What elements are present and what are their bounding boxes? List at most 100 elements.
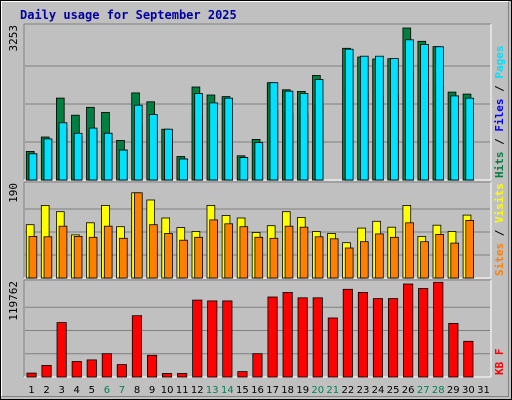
x-tick-label-day-9: 9 [149, 385, 155, 396]
x-tick-label-day-24: 24 [372, 385, 385, 396]
chart-title: Daily usage for September 2025 [20, 8, 237, 22]
x-tick-label-day-30: 30 [462, 385, 475, 396]
bar-kb-f-day-29 [448, 322, 459, 378]
bar-pages-day-10 [164, 128, 173, 181]
bar-sites-day-26 [405, 222, 414, 279]
bar-sites-day-11 [179, 239, 188, 279]
bar-sites-day-1 [28, 235, 38, 279]
x-tick-label-day-16: 16 [251, 385, 264, 396]
x-tick-label-day-17: 17 [266, 385, 279, 396]
bar-pages-day-4 [73, 132, 83, 181]
bar-pages-day-20 [314, 79, 324, 181]
x-tick-label-day-11: 11 [176, 385, 189, 396]
legend-bottom: KB F [493, 349, 506, 376]
bar-kb-f-day-12 [192, 299, 203, 378]
legend-item-visits: Visits [493, 183, 506, 223]
bar-sites-day-16 [254, 236, 264, 279]
bar-kb-f-day-24 [372, 298, 383, 378]
x-tick-label-day-26: 26 [402, 385, 415, 396]
bar-sites-day-17 [269, 237, 279, 279]
bar-kb-f-day-13 [207, 300, 218, 378]
x-tick-label-day-3: 3 [59, 385, 65, 396]
bar-sites-day-9 [149, 224, 158, 279]
bar-pages-day-5 [88, 127, 98, 181]
x-tick-label-day-29: 29 [447, 385, 460, 396]
bar-kb-f-day-1 [26, 372, 37, 378]
bar-kb-f-day-26 [403, 283, 414, 378]
y-axis-max-label: 3253 [7, 25, 20, 52]
x-tick-label-day-15: 15 [236, 385, 249, 396]
bar-kb-f-day-18 [282, 291, 293, 378]
bar-sites-day-5 [88, 236, 98, 279]
bar-kb-f-day-17 [267, 296, 278, 378]
x-tick-label-day-23: 23 [357, 385, 370, 396]
x-tick-label-day-18: 18 [281, 385, 294, 396]
bar-kb-f-day-5 [86, 359, 97, 378]
x-tick-label-day-5: 5 [89, 385, 95, 396]
bar-sites-day-27 [420, 241, 429, 279]
x-tick-label-day-25: 25 [387, 385, 400, 396]
legend-separator: / [493, 223, 506, 243]
y-axis-max-label: 119762 [7, 281, 20, 321]
legend-item-kb-f: KB F [493, 349, 506, 376]
bar-sites-day-7 [119, 237, 128, 279]
bar-sites-day-8 [133, 192, 143, 279]
bar-kb-f-day-9 [146, 354, 158, 378]
legend-separator: / [493, 132, 506, 152]
bar-pages-day-28 [435, 46, 444, 181]
bar-pages-day-11 [179, 158, 188, 181]
x-tick-label-day-31: 31 [477, 385, 490, 396]
legend-item-pages: Pages [493, 46, 506, 79]
bar-sites-day-21 [329, 238, 339, 279]
bar-kb-f-day-2 [41, 364, 52, 378]
bar-pages-day-25 [390, 58, 399, 181]
bar-sites-day-24 [375, 233, 384, 279]
bar-kb-f-day-28 [433, 281, 444, 378]
bar-sites-day-14 [224, 223, 234, 279]
bar-kb-f-day-15 [237, 371, 248, 378]
bar-kb-f-day-3 [56, 322, 67, 378]
x-tick-label-day-27: 27 [417, 385, 430, 396]
x-tick-label-day-6: 6 [104, 385, 110, 396]
bar-kb-f-day-10 [161, 373, 173, 378]
x-tick-label-day-10: 10 [161, 385, 174, 396]
bar-kb-f-day-21 [327, 317, 338, 378]
bar-pages-day-18 [284, 90, 294, 181]
bar-kb-f-day-25 [387, 298, 399, 378]
bar-kb-f-day-20 [312, 297, 323, 378]
bar-kb-f-day-6 [101, 353, 112, 378]
x-tick-label-day-20: 20 [311, 385, 324, 396]
bar-pages-day-22 [344, 48, 354, 181]
bar-sites-day-10 [164, 233, 173, 279]
bar-pages-day-15 [239, 157, 249, 181]
bar-pages-day-9 [149, 114, 158, 181]
bar-sites-day-20 [314, 236, 324, 279]
x-tick-label-day-13: 13 [206, 385, 219, 396]
x-tick-label-day-1: 1 [28, 385, 34, 396]
bar-kb-f-day-16 [252, 353, 263, 378]
legend-middle: Sites / Visits [493, 183, 506, 276]
bar-kb-f-day-23 [357, 291, 368, 378]
x-tick-label-day-4: 4 [74, 385, 80, 396]
bar-pages-day-14 [224, 97, 234, 181]
x-tick-label-day-22: 22 [342, 385, 355, 396]
bar-kb-f-day-22 [342, 288, 353, 378]
bar-pages-day-12 [194, 93, 203, 181]
legend-item-hits: Hits [493, 152, 506, 179]
bar-sites-day-23 [359, 241, 369, 279]
bar-sites-day-12 [194, 236, 203, 279]
bar-sites-day-28 [435, 233, 444, 279]
x-tick-label-day-7: 7 [119, 385, 125, 396]
bar-pages-day-26 [405, 39, 414, 181]
bar-pages-day-1 [28, 153, 38, 181]
bar-pages-day-6 [103, 132, 113, 181]
x-tick-label-day-28: 28 [432, 385, 445, 396]
bar-kb-f-day-11 [177, 373, 188, 378]
bar-pages-day-30 [465, 97, 474, 181]
legend-item-files: Files [493, 99, 506, 132]
bar-sites-day-6 [103, 225, 113, 279]
bar-sites-day-18 [284, 225, 294, 279]
bar-sites-day-3 [58, 225, 68, 279]
bar-sites-day-4 [73, 235, 83, 279]
bar-pages-day-27 [420, 44, 429, 181]
